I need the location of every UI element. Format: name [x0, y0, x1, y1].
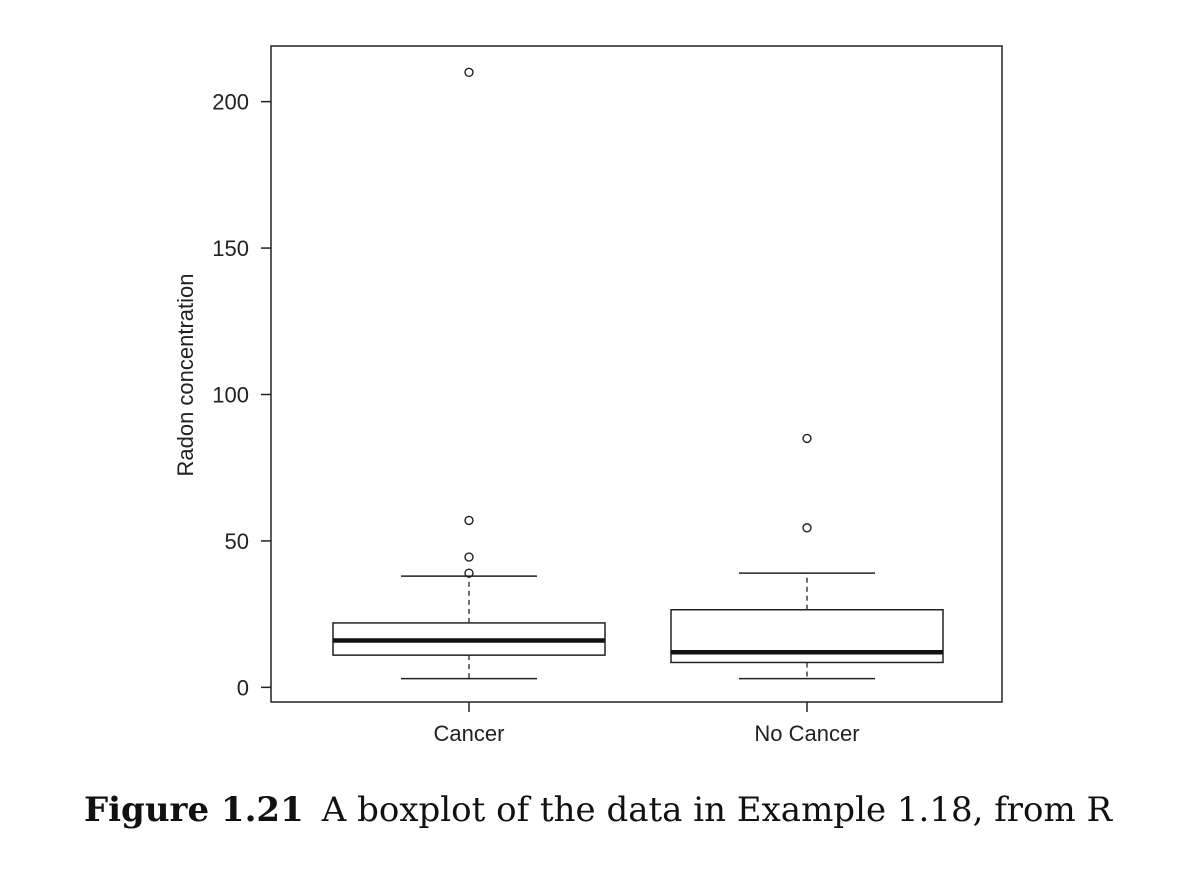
boxes-layer	[332, 67, 944, 680]
outlier-point	[464, 515, 474, 526]
iqr-box	[670, 609, 944, 664]
y-tick-label: 0	[237, 675, 249, 700]
outlier-point	[464, 67, 474, 78]
x-tick-label: No Cancer	[754, 721, 859, 746]
y-tick-label: 150	[212, 236, 249, 261]
x-axis: Cancer No Cancer	[434, 702, 860, 746]
y-axis: 0 50 100 150 200	[212, 90, 271, 700]
figure-caption: Figure 1.21 A boxplot of the data in Exam…	[84, 790, 1112, 830]
outlier-point	[464, 552, 474, 562]
plot-frame	[270, 45, 1003, 703]
y-tick-label: 200	[212, 90, 249, 115]
y-tick-label: 50	[225, 529, 249, 554]
outlier-point	[464, 568, 474, 578]
figure-number: Figure 1.21	[84, 790, 304, 830]
y-tick-label: 100	[212, 383, 249, 408]
outlier-point	[802, 523, 812, 533]
y-axis-title: Radon concentration	[173, 273, 198, 476]
box-2	[670, 433, 944, 680]
box-1	[332, 67, 606, 680]
x-tick-label: Cancer	[434, 721, 505, 746]
outlier-point	[802, 433, 812, 444]
figure-caption-text: A boxplot of the data in Example 1.18, f…	[321, 790, 1113, 830]
